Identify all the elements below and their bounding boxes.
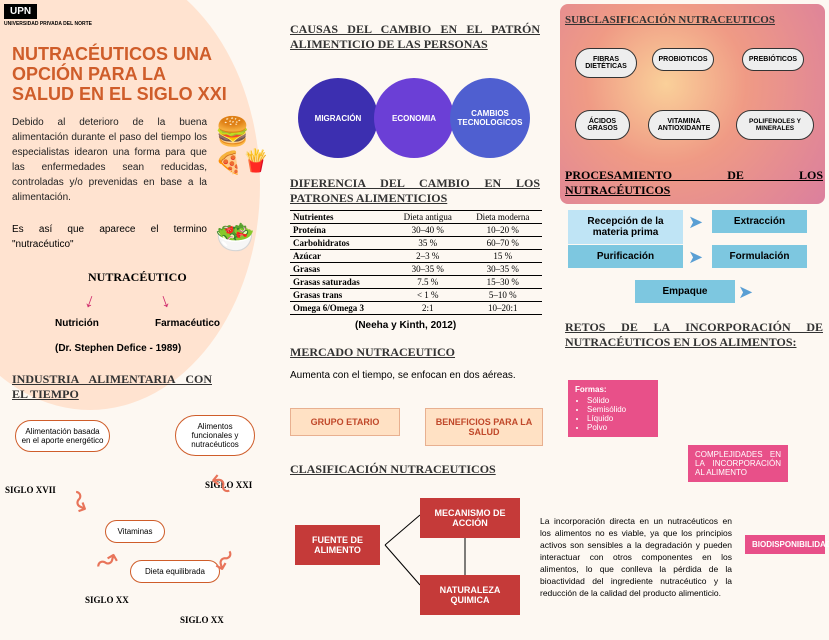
heading-industria: INDUSTRIA ALIMENTARIA CON EL TIEMPO bbox=[12, 372, 212, 402]
cloud-funcionales: Alimentos funcionales y nutracéuticos bbox=[175, 415, 255, 456]
nutraceutico-word: NUTRACÉUTICO bbox=[88, 270, 187, 285]
arrow-right-icon: ➤ bbox=[688, 212, 703, 233]
step-formulacion: Formulación bbox=[712, 245, 807, 268]
heading-retos: RETOS DE LA INCORPORACIÓN DE NUTRACÉUTIC… bbox=[565, 320, 823, 350]
intro-text-2: Es así que aparece el termino "nutracéut… bbox=[12, 222, 207, 252]
pink-formas: Formas:SólidoSemisólidoLíquidoPolvo bbox=[568, 380, 658, 437]
redbox-fuente: FUENTE DE ALIMENTO bbox=[295, 525, 380, 565]
bubble-probioticos: PROBIOTICOS bbox=[652, 48, 714, 71]
fries-icon: 🍟 bbox=[242, 148, 269, 174]
arrow-right-icon: ➤ bbox=[688, 247, 703, 268]
curve-arrow-icon: ↝ bbox=[89, 542, 123, 580]
retos-paragraph: La incorporación directa en un nutracéut… bbox=[540, 515, 732, 599]
heading-subclasificacion: SUBCLASIFICACIÓN NUTRACEUTICOS bbox=[565, 14, 823, 26]
split-nutricion: Nutrición bbox=[55, 318, 99, 329]
cloud-vitaminas: Vitaminas bbox=[105, 520, 165, 543]
heading-procesamiento: PROCESAMIENTO DE LOS NUTRACÉUTICOS bbox=[565, 168, 823, 198]
redbox-naturaleza: NATURALEZA QUIMICA bbox=[420, 575, 520, 615]
step-empaque: Empaque bbox=[635, 280, 735, 303]
burger-icon: 🍔 bbox=[215, 115, 250, 148]
siglo-20b: SIGLO XX bbox=[180, 615, 224, 625]
bubble-prebioticos: PREBIÓTICOS bbox=[742, 48, 804, 71]
cloud-energetico: Alimentación basada en el aporte energét… bbox=[15, 420, 110, 452]
circle-economia: ECONOMIA bbox=[374, 78, 454, 158]
step-extraccion: Extracción bbox=[712, 210, 807, 233]
pink-complejidades: COMPLEJIDADES EN LA INCORPORACIÓN AL ALI… bbox=[688, 445, 788, 482]
step-recepcion: Recepción de la materia prima bbox=[568, 210, 683, 244]
nutrition-table: NutrientesDieta antiguaDieta modernaProt… bbox=[290, 210, 542, 315]
salad-icon: 🥗 bbox=[215, 218, 255, 256]
logo-sub: UNIVERSIDAD PRIVADA DEL NORTE bbox=[4, 22, 92, 27]
intro-text: Debido al deterioro de la buena alimenta… bbox=[12, 115, 207, 205]
author-cite: (Dr. Stephen Defice - 1989) bbox=[55, 343, 181, 354]
bubble-fibras: FIBRAS DIETÉTICAS bbox=[575, 48, 637, 78]
siglo-17: SIGLO XVII bbox=[5, 485, 56, 495]
step-purificacion: Purificación bbox=[568, 245, 683, 268]
logo: UPN bbox=[4, 4, 37, 19]
heading-diferencia: DIFERENCIA DEL CAMBIO EN LOS PATRONES AL… bbox=[290, 176, 540, 206]
pill-grupo-etario: GRUPO ETARIO bbox=[290, 408, 400, 436]
siglo-20a: SIGLO XX bbox=[85, 595, 129, 605]
table-citation: (Neeha y Kinth, 2012) bbox=[355, 320, 456, 331]
redbox-mecanismo: MECANISMO DE ACCIÓN bbox=[420, 498, 520, 538]
heading-causas: CAUSAS DEL CAMBIO EN EL PATRÓN ALIMENTIC… bbox=[290, 22, 540, 52]
main-title: NUTRACÉUTICOS UNA OPCIÓN PARA LA SALUD E… bbox=[12, 44, 232, 104]
heading-clasificacion: CLASIFICACIÓN NUTRACEUTICOS bbox=[290, 462, 540, 477]
bubble-acidos: ÁCIDOS GRASOS bbox=[575, 110, 630, 140]
circle-tecnologicos: CAMBIOS TECNOLOGICOS bbox=[450, 78, 530, 158]
cloud-dieta: Dieta equilibrada bbox=[130, 560, 220, 583]
curve-arrow-icon: ↝ bbox=[203, 467, 240, 505]
causes-circles: MIGRACIÓN ECONOMIA CAMBIOS TECNOLOGICOS bbox=[298, 78, 540, 158]
mercado-text: Aumenta con el tiempo, se enfocan en dos… bbox=[290, 368, 540, 383]
heading-mercado: MERCADO NUTRACEUTICO bbox=[290, 345, 540, 360]
pizza-icon: 🍕 bbox=[215, 150, 242, 176]
bubble-vitamina: VITAMINA ANTIOXIDANTE bbox=[648, 110, 720, 140]
circle-migracion: MIGRACIÓN bbox=[298, 78, 378, 158]
pill-beneficios: BENEFICIOS PARA LA SALUD bbox=[425, 408, 543, 446]
pink-biodisponibilidad: BIODISPONIBILIDAD bbox=[745, 535, 825, 554]
arrow-right-icon: ➤ bbox=[738, 282, 753, 303]
curve-arrow-icon: ↝ bbox=[63, 485, 100, 516]
bubble-polifenoles: POLIFENOLES Y MINERALES bbox=[736, 110, 814, 140]
split-farmaceutico: Farmacéutico bbox=[155, 318, 220, 329]
